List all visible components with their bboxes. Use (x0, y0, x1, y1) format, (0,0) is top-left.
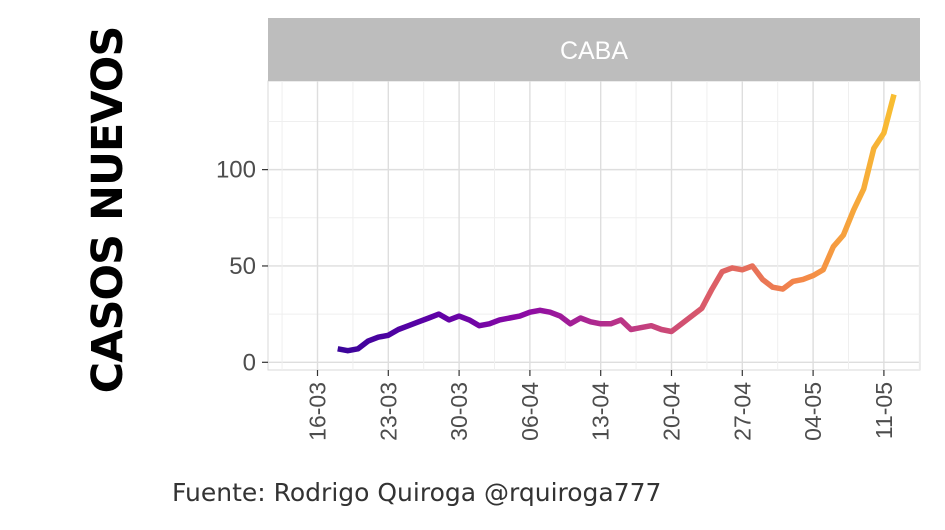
x-tick-label: 27-04 (729, 382, 755, 441)
panel-background (267, 80, 921, 371)
x-tick-label: 06-04 (517, 382, 543, 441)
x-tick-label: 16-03 (305, 382, 331, 441)
facet-strip (268, 18, 920, 81)
series-line-path (337, 93, 897, 354)
facet-label: CABA (560, 37, 628, 65)
y-tick-label: 50 (229, 253, 256, 280)
x-axis: 16-03 23-03 30-03 06-04 13-04 20-04 27-04 04-05… (305, 370, 897, 441)
x-tick-label: 04-05 (800, 382, 826, 441)
grid (268, 81, 920, 370)
series-line (337, 93, 897, 354)
line-chart: CABA 0 50 100 16-03 23-03 30-03 06-04 13-04 20-… (216, 18, 921, 441)
y-axis: 0 50 100 (216, 157, 268, 376)
x-tick-label: 13-04 (588, 382, 614, 441)
y-tick-label: 100 (216, 157, 256, 184)
x-tick-label: 23-03 (375, 382, 401, 441)
y-tick-label: 0 (243, 349, 256, 376)
x-tick-label: 11-05 (871, 382, 897, 439)
x-tick-label: 20-04 (659, 382, 685, 441)
source-note: Fuente: Rodrigo Quiroga @rquiroga777 (172, 478, 662, 507)
x-tick-label: 30-03 (446, 382, 472, 441)
